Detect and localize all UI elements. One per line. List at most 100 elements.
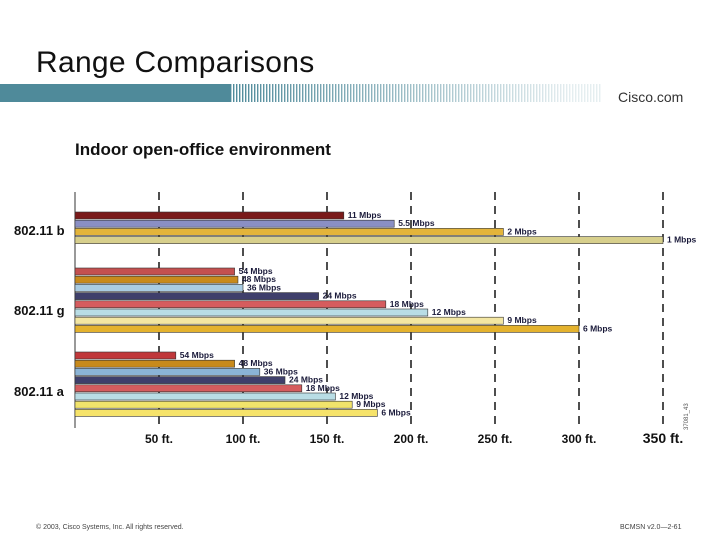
x-tick-label: 150 ft. <box>310 432 345 446</box>
band-stripe <box>362 84 364 102</box>
bar-data-label: 48 Mbps <box>239 358 273 368</box>
band-stripe <box>482 84 484 102</box>
x-tick-label: 300 ft. <box>562 432 597 446</box>
band-stripe <box>311 84 313 102</box>
band-stripe <box>581 84 583 102</box>
band-stripe <box>380 84 382 102</box>
band-stripe <box>527 84 529 102</box>
band-stripe <box>500 84 502 102</box>
band-stripe <box>287 84 289 102</box>
slide-title: Range Comparisons <box>36 46 315 79</box>
band-stripe <box>422 84 424 102</box>
band-stripe <box>392 84 394 102</box>
bar-80211b-2Mbps <box>74 228 504 236</box>
band-stripe <box>251 84 253 102</box>
bar-data-label: 11 Mbps <box>348 210 382 220</box>
group-label: 802.11 g <box>14 303 65 318</box>
band-stripe <box>431 84 433 102</box>
band-stripe <box>593 84 595 102</box>
band-stripe <box>587 84 589 102</box>
bar-80211g-48Mbps <box>74 275 239 284</box>
band-stripe <box>344 84 346 102</box>
x-tick-label: 350 ft. <box>643 430 683 446</box>
band-stripe <box>266 84 268 102</box>
bar-80211a-9Mbps <box>74 400 353 409</box>
band-stripe <box>548 84 550 102</box>
header-band-fill <box>0 84 230 102</box>
copyright-footer: © 2003, Cisco Systems, Inc. All rights r… <box>36 524 184 531</box>
band-stripe <box>338 84 340 102</box>
band-stripe <box>578 84 580 102</box>
header-band-stripes <box>230 84 601 102</box>
band-stripe <box>254 84 256 102</box>
slide-number-footer: BCMSN v2.0—2-61 <box>620 524 682 531</box>
band-stripe <box>599 84 601 102</box>
band-stripe <box>371 84 373 102</box>
band-stripe <box>398 84 400 102</box>
band-stripe <box>479 84 481 102</box>
band-stripe <box>365 84 367 102</box>
band-stripe <box>278 84 280 102</box>
band-stripe <box>530 84 532 102</box>
band-stripe <box>449 84 451 102</box>
bar-data-label: 48 Mbps <box>242 274 276 284</box>
group-label: 802.11 b <box>14 223 65 238</box>
group-label: 802.11 a <box>14 384 65 399</box>
band-stripe <box>350 84 352 102</box>
band-stripe <box>377 84 379 102</box>
band-stripe <box>410 84 412 102</box>
band-stripe <box>290 84 292 102</box>
band-stripe <box>554 84 556 102</box>
band-stripe <box>317 84 319 102</box>
band-stripe <box>494 84 496 102</box>
band-stripe <box>230 84 232 102</box>
band-stripe <box>584 84 586 102</box>
band-stripe <box>596 84 598 102</box>
bar-80211b-11Mbps <box>74 211 345 220</box>
band-stripe <box>473 84 475 102</box>
band-stripe <box>281 84 283 102</box>
bar-80211g-36Mbps <box>74 284 244 292</box>
bar-80211g-18Mbps <box>74 300 387 309</box>
band-stripe <box>299 84 301 102</box>
x-tick-label: 100 ft. <box>226 432 261 446</box>
bar-data-label: 54 Mbps <box>180 350 214 360</box>
band-stripe <box>320 84 322 102</box>
cisco-brand: Cisco.com <box>618 89 684 105</box>
band-stripe <box>302 84 304 102</box>
bar-data-label: 18 Mbps <box>390 299 424 309</box>
band-stripe <box>458 84 460 102</box>
band-stripe <box>428 84 430 102</box>
bar-80211a-18Mbps <box>74 384 303 393</box>
band-stripe <box>515 84 517 102</box>
bar-data-label: 2 Mbps <box>507 226 537 236</box>
band-stripe <box>470 84 472 102</box>
bar-80211a-36Mbps <box>74 368 261 376</box>
bar-data-label: 24 Mbps <box>289 375 323 385</box>
band-stripe <box>236 84 238 102</box>
header-band <box>0 84 601 102</box>
band-stripe <box>419 84 421 102</box>
band-stripe <box>569 84 571 102</box>
bar-data-label: 18 Mbps <box>306 383 340 393</box>
band-stripe <box>539 84 541 102</box>
band-stripe <box>491 84 493 102</box>
band-stripe <box>518 84 520 102</box>
band-stripe <box>497 84 499 102</box>
bar-80211g-9Mbps <box>74 316 504 325</box>
band-stripe <box>296 84 298 102</box>
band-stripe <box>284 84 286 102</box>
band-stripe <box>356 84 358 102</box>
band-stripe <box>404 84 406 102</box>
band-stripe <box>575 84 577 102</box>
band-stripe <box>341 84 343 102</box>
band-stripe <box>245 84 247 102</box>
bar-80211b-55Mbps <box>74 219 395 228</box>
band-stripe <box>407 84 409 102</box>
bar-data-label: 1 Mbps <box>667 235 697 245</box>
bar-80211g-6Mbps <box>74 325 580 333</box>
x-tick-label: 250 ft. <box>478 432 513 446</box>
band-stripe <box>521 84 523 102</box>
band-stripe <box>590 84 592 102</box>
band-stripe <box>248 84 250 102</box>
